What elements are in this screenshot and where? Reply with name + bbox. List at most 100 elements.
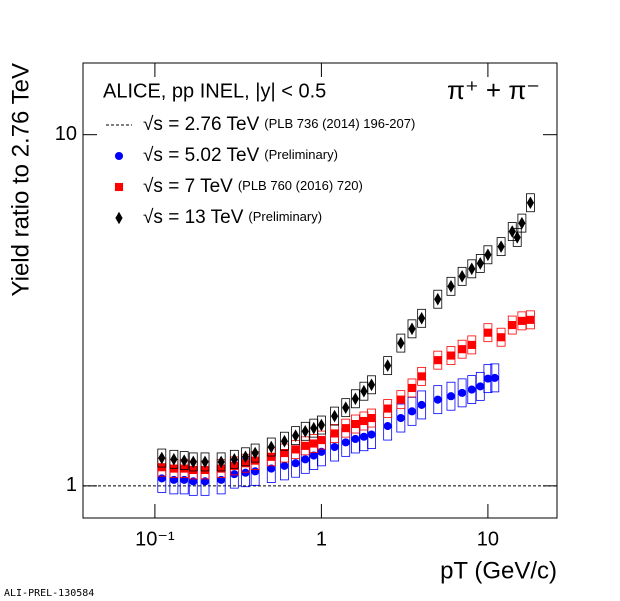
data-point [251,467,260,476]
data-point [508,321,517,330]
data-point [408,322,416,336]
y-tick-label: 10 [55,123,77,145]
sys-box [483,245,493,265]
legend-marker [114,182,124,192]
sys-box [341,398,351,418]
legend-marker [114,151,124,161]
data-point [513,231,521,244]
data-point [418,312,426,325]
data-point [359,416,368,426]
data-point [170,453,178,466]
legend-label: √s = 7 TeV (PLB 760 (2016) 720) [143,176,363,197]
legend-reference: (Preliminary) [264,147,338,162]
data-point [483,374,492,383]
data-point [217,475,226,484]
data-point [384,359,392,372]
data-point [447,280,455,293]
data-point [518,216,526,230]
sys-box [417,308,427,328]
legend-reference: (PLB 736 (2014) 196-207) [264,116,415,131]
sys-box [433,289,443,309]
data-point [200,477,210,486]
sys-box [407,319,417,339]
data-point [446,392,456,401]
data-point [351,392,359,406]
data-point [342,401,350,414]
data-point [189,465,198,474]
legend-label: √s = 13 TeV (Preliminary) [143,207,322,228]
data-point [230,453,238,466]
data-point [189,455,197,469]
data-point [267,452,276,461]
data-point [396,413,405,423]
data-point [267,464,276,473]
data-point [301,425,309,438]
sys-box [317,415,326,435]
legend-marker [115,211,123,225]
sys-box [330,406,339,426]
sys-box [507,222,517,241]
x-axis-label: pT (GeV/c) [440,557,557,584]
data-point [359,432,368,441]
plot-frame [82,62,558,519]
data-point [180,464,189,473]
sys-box [200,452,210,472]
data-point [490,373,499,382]
data-point [301,441,310,450]
data-point [417,372,426,381]
sys-box [383,356,393,376]
data-point [468,262,476,276]
sys-box [300,421,310,441]
data-point [397,336,405,350]
data-point [526,196,535,210]
y-tick-label: 1 [66,474,77,496]
legend-name: √s = 2.76 TeV [143,114,260,135]
data-point [230,470,239,479]
legend-name: √s = 5.02 TeV [143,145,260,166]
data-point [497,333,506,342]
legend-reference: (Preliminary) [248,209,322,224]
particle-label: π⁺ + π⁻ [447,75,540,105]
data-point [301,455,310,464]
data-point [434,292,442,306]
data-point [280,449,289,458]
data-point [309,451,318,460]
x-tick-label: 10 [477,528,499,550]
data-point [407,407,417,416]
data-point [280,461,289,470]
data-point [383,404,392,413]
data-point [458,270,466,283]
legend-name: √s = 13 TeV [143,207,244,228]
watermark: ALI-PREL-130584 [4,588,94,599]
sys-box [229,449,239,469]
y-axis-label: Yield ratio to 2.76 TeV [7,63,34,296]
sys-box [250,443,260,463]
sys-box [188,452,198,472]
data-point [433,356,442,365]
data-point [201,455,209,469]
data-point [467,385,476,394]
data-point [476,257,484,270]
x-tick-label: 1 [316,528,327,550]
legend-label: √s = 5.02 TeV (Preliminary) [143,145,338,166]
data-point [446,351,456,360]
data-point [217,464,226,473]
data-point [458,388,467,397]
data-point [351,434,360,444]
data-point [351,419,360,429]
data-point [292,429,300,442]
sys-box [280,431,289,451]
data-point [217,455,225,469]
legend-label: √s = 2.76 TeV (PLB 736 (2014) 196-207) [143,114,415,135]
data-point [158,451,166,465]
data-point [433,395,442,404]
data-point [251,446,259,460]
sys-box [241,447,250,467]
data-point [458,345,467,354]
data-point [291,459,300,468]
data-point [467,340,476,349]
chart-title: ALICE, pp INEL, |y| < 0.5 [103,80,326,102]
data-point [341,424,350,433]
sys-box [512,227,522,247]
sys-box [367,375,376,395]
